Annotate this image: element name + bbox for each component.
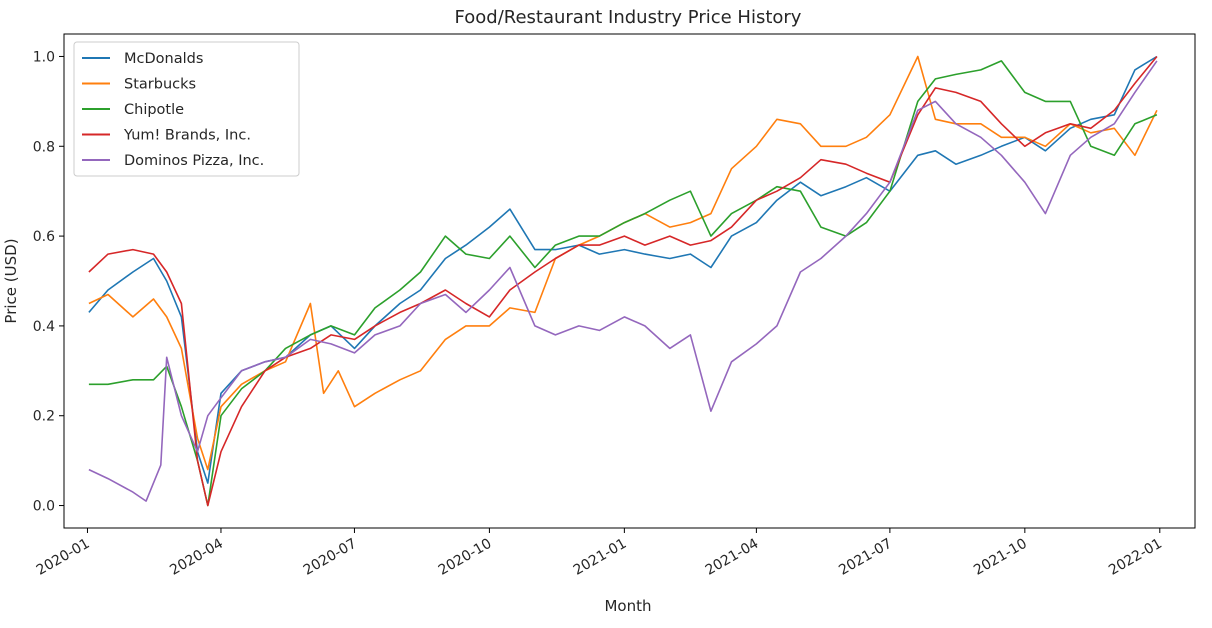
series-line-0 (88, 55, 1158, 484)
legend-box (73, 41, 300, 177)
x-tick-label: 2020-07 (301, 536, 360, 579)
series-layer (88, 55, 1158, 507)
y-tick-label: 0.6 (33, 229, 55, 245)
x-tick-label: 2020-01 (34, 536, 93, 579)
y-tick-label: 0.8 (33, 139, 55, 155)
x-axis-label: Month (604, 597, 651, 615)
y-tick-label: 0.4 (33, 319, 55, 335)
legend-entry: Yum! Brands, Inc. (123, 128, 251, 144)
x-tick-label: 2021-07 (836, 536, 895, 579)
series-line-2 (88, 60, 1158, 507)
series-line-1 (88, 55, 1158, 471)
legend-entry: Chipotle (124, 102, 184, 118)
legend-entry: Starbucks (124, 77, 196, 93)
y-axis: 0.0 0.2 0.4 0.6 0.8 1.0 (33, 49, 64, 515)
x-tick-label: 2021-01 (571, 536, 630, 579)
y-tick-label: 0.0 (33, 499, 55, 515)
y-axis-label: Price (USD) (2, 238, 20, 323)
series-line-3 (88, 55, 1158, 507)
y-tick-label: 0.2 (33, 409, 55, 425)
y-tick-label: 1.0 (33, 49, 55, 65)
chart-title: Food/Restaurant Industry Price History (455, 7, 802, 28)
x-tick-label: 2021-04 (703, 536, 762, 579)
series-line-4 (88, 60, 1158, 502)
legend-entry: Dominos Pizza, Inc. (124, 153, 264, 169)
legend-entry: McDonalds (124, 51, 203, 67)
x-tick-label: 2020-10 (436, 536, 495, 579)
legend: McDonalds Starbucks Chipotle Yum! Brands, I… (73, 41, 300, 177)
plot-frame (63, 33, 1196, 529)
x-tick-label: 2022-01 (1106, 536, 1165, 579)
x-tick-label: 2020-04 (167, 536, 226, 579)
x-tick-label: 2021-10 (971, 536, 1030, 579)
x-axis: 2020-01 2020-04 2020-07 2020-10 2021-01 2021-… (34, 528, 1165, 579)
